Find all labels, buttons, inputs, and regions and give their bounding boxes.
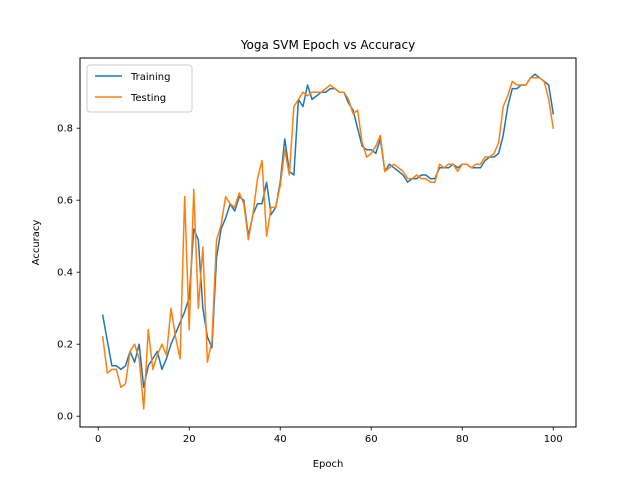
x-tick-label: 0 [95, 434, 101, 445]
axes-frame [79, 57, 577, 428]
y-tick-label: 0.6 [57, 196, 73, 207]
x-tick-label: 60 [365, 434, 378, 445]
series-line-testing [101, 77, 555, 410]
x-tick-label: 80 [456, 434, 469, 445]
x-tick-label: 40 [274, 434, 287, 445]
series-layer [101, 73, 555, 410]
y-tick-label: 0.2 [57, 340, 73, 351]
y-tick-label: 0.4 [57, 268, 73, 279]
x-tick-label: 20 [183, 434, 196, 445]
legend-label-training: Training [130, 72, 170, 83]
y-tick-label: 0.0 [57, 412, 73, 423]
y-axis-label: Accuracy [31, 220, 42, 266]
x-axis-label: Epoch [313, 459, 344, 470]
y-axis-ticks: 0.0 0.2 0.4 0.6 0.8 [57, 124, 80, 423]
legend: Training Testing [86, 64, 193, 113]
legend-label-testing: Testing [130, 93, 166, 104]
y-tick-label: 0.8 [57, 124, 73, 135]
series-line-training [101, 73, 555, 389]
x-axis-ticks: 0 20 40 60 80 100 [95, 427, 563, 445]
x-tick-label: 100 [544, 434, 563, 445]
chart-title: Yoga SVM Epoch vs Accuracy [240, 38, 415, 52]
